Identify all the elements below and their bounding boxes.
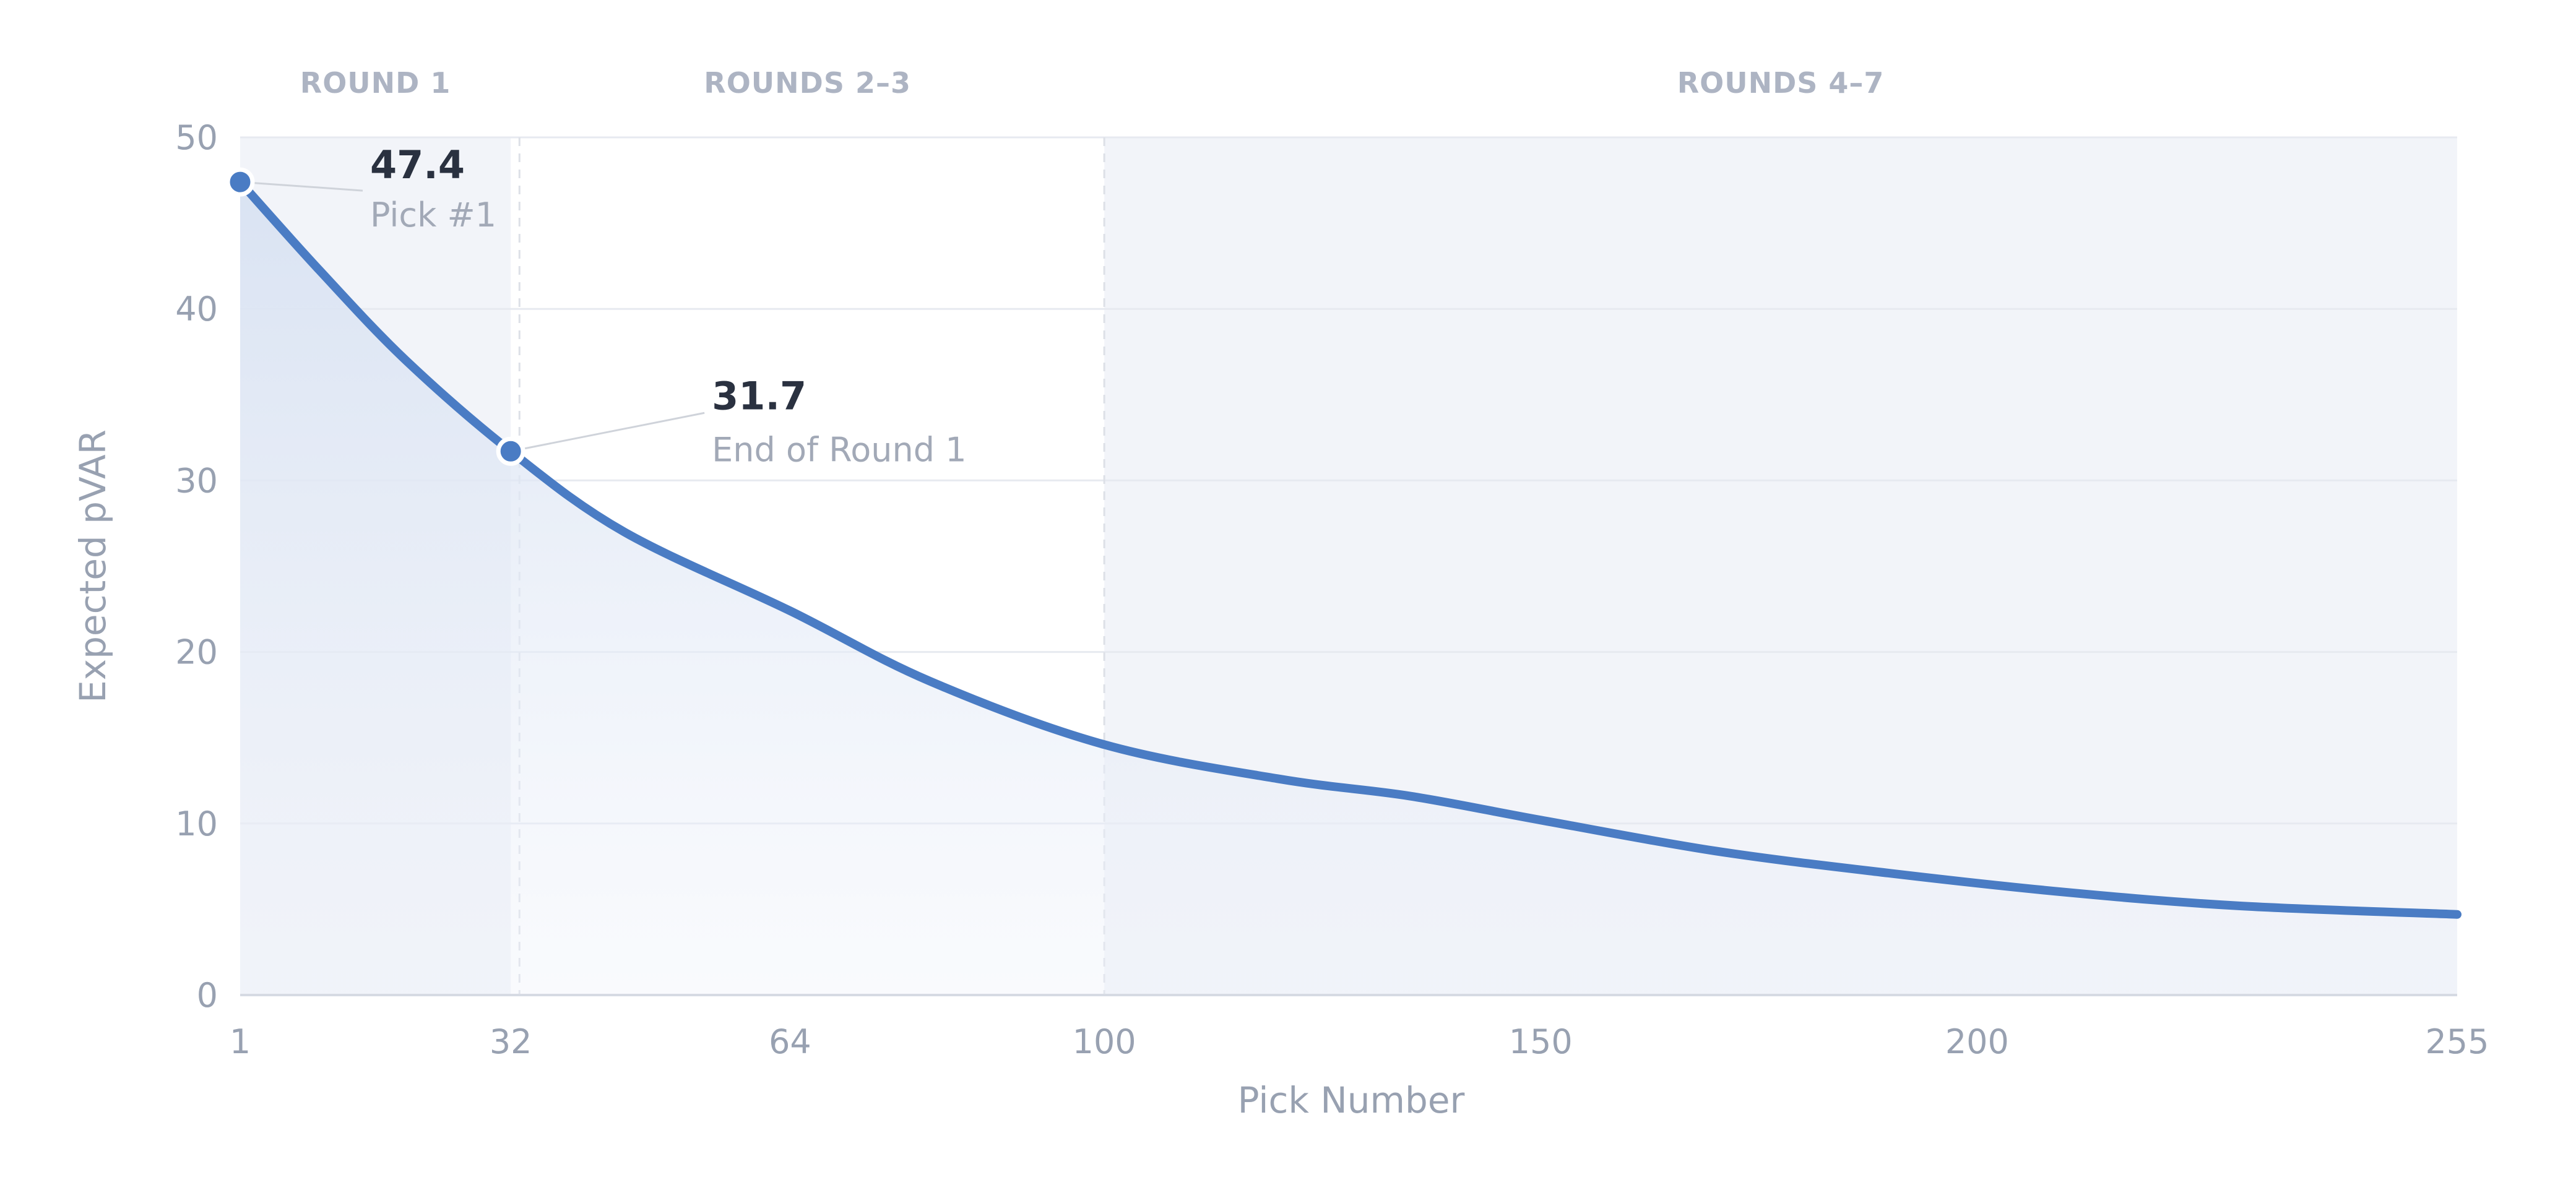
annotations-group: 47.4 Pick #1 31.7 End of Round 1 (225, 142, 967, 469)
band-label-0: ROUND 1 (300, 66, 451, 100)
y-tick-label-4: 40 (175, 290, 218, 329)
y-axis-title: Expected pVAR (72, 429, 114, 703)
area-group (240, 182, 2457, 996)
y-tick-label-5: 50 (175, 118, 218, 157)
x-tick-label-5: 200 (1945, 1022, 2009, 1061)
annotation-label-1: End of Round 1 (712, 430, 966, 469)
annotation-leader-0 (240, 181, 363, 192)
ticks-group: 0 10 20 30 40 50 1 32 64 100 150 200 255 (175, 118, 2489, 1061)
y-tick-label-2: 20 (175, 633, 218, 672)
series-area (240, 182, 2457, 996)
band-label-1: ROUNDS 2–3 (704, 66, 911, 100)
line-group (236, 178, 2461, 919)
y-tick-label-3: 30 (175, 461, 218, 500)
y-tick-label-0: 0 (197, 976, 218, 1015)
y-tick-label-1: 10 (175, 804, 218, 843)
series-line (236, 178, 2461, 919)
annotation-value-1: 31.7 (712, 373, 806, 418)
annotation-label-0: Pick #1 (370, 196, 496, 235)
x-tick-label-0: 1 (230, 1022, 251, 1061)
band-label-2: ROUNDS 4–7 (1677, 66, 1885, 100)
band-labels-group: ROUND 1 ROUNDS 2–3 ROUNDS 4–7 (300, 66, 1885, 100)
annotation-point-0 (225, 167, 255, 197)
x-tick-label-6: 255 (2425, 1022, 2489, 1061)
x-tick-label-1: 32 (490, 1022, 532, 1061)
annotation-leader-1 (510, 412, 705, 452)
x-tick-label-4: 150 (1509, 1022, 1573, 1061)
annotation-point-1 (496, 436, 525, 466)
x-axis-title: Pick Number (1238, 1079, 1465, 1121)
annotation-value-0: 47.4 (370, 142, 465, 187)
x-tick-label-2: 64 (769, 1022, 811, 1061)
x-tick-label-3: 100 (1073, 1022, 1136, 1061)
